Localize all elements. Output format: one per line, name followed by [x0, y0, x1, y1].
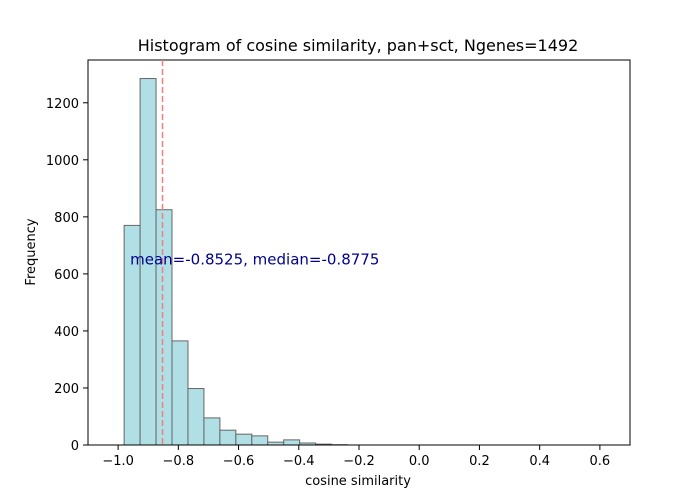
histogram-bar [203, 417, 221, 446]
y-tick-label: 0 [71, 439, 79, 454]
y-tick-label: 800 [54, 211, 79, 226]
x-tick-label: −0.4 [283, 454, 315, 469]
x-tick-label: −0.2 [343, 454, 375, 469]
overlay-layer: mean=-0.8525, median=-0.8775 [130, 60, 379, 445]
histogram-bar [235, 433, 253, 446]
histogram-bar [171, 340, 189, 446]
y-axis-label: Frequency [24, 218, 39, 285]
histogram-bar [155, 209, 173, 446]
x-tick-label: −0.8 [163, 454, 195, 469]
x-axis-label: cosine similarity [305, 474, 411, 489]
y-tick-label: 600 [54, 268, 79, 283]
histogram-bar [219, 429, 237, 446]
bars-layer [123, 78, 349, 446]
y-tick-label: 400 [54, 325, 79, 340]
histogram-bar [251, 435, 269, 446]
y-tick-label: 200 [54, 382, 79, 397]
y-tick-label: 1200 [46, 97, 79, 112]
x-tick-label: 0.4 [529, 454, 550, 469]
ticks-layer: −1.0 −0.8 −0.6 −0.4 −0.2 0.0 0.2 0.4 0.6 0 200 400 6… [46, 97, 610, 469]
x-tick-label: 0.2 [469, 454, 490, 469]
x-tick-label: −1.0 [102, 454, 134, 469]
y-tick-label: 1000 [46, 154, 79, 169]
x-tick-label: −0.6 [223, 454, 255, 469]
x-tick-label: 0.6 [590, 454, 611, 469]
x-tick-label: 0.0 [409, 454, 430, 469]
mean-median-annotation: mean=-0.8525, median=-0.8775 [130, 251, 379, 269]
histogram-bar [283, 439, 301, 446]
chart-title: Histogram of cosine similarity, pan+sct,… [138, 36, 579, 55]
histogram-bar [187, 388, 205, 446]
